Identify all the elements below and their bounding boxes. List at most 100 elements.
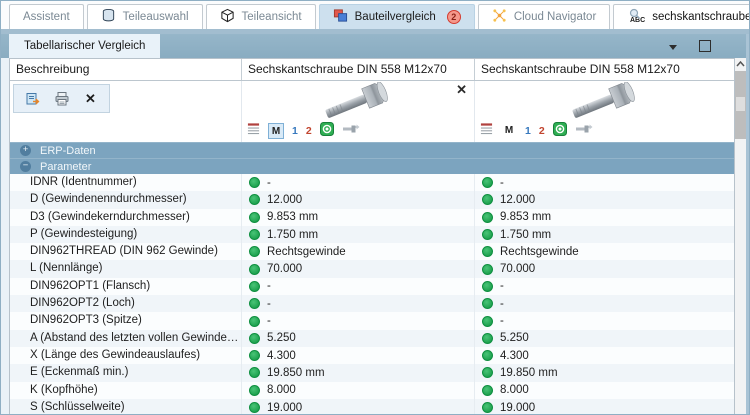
mode-1-button[interactable]: 1 bbox=[292, 125, 298, 137]
table-row[interactable]: A (Abstand des letzten vollen Gewindegan… bbox=[10, 329, 734, 347]
part-column-header-2[interactable]: Sechskantschraube DIN 558 M12x70 bbox=[475, 59, 734, 80]
compare-count-badge: 2 bbox=[446, 10, 461, 24]
grid-view-icon[interactable] bbox=[247, 122, 260, 140]
row-value: 8.000 bbox=[267, 384, 296, 397]
row-value: 19.000 bbox=[267, 401, 303, 414]
row-value-cell-2: 19.850 mm bbox=[475, 364, 734, 381]
row-value: - bbox=[267, 280, 271, 293]
row-value: 19.000 bbox=[500, 401, 536, 414]
status-green-icon[interactable] bbox=[319, 121, 334, 141]
description-column-header[interactable]: Beschreibung bbox=[10, 59, 242, 80]
status-ok-icon bbox=[482, 298, 493, 310]
tab-label: Assistent bbox=[23, 11, 70, 23]
row-label: D3 (Gewindekerndurchmesser) bbox=[10, 208, 242, 226]
table-row[interactable]: L (Nennlänge) 70.000 70.000 bbox=[10, 260, 734, 278]
network-icon bbox=[492, 8, 507, 26]
open-part-icon[interactable] bbox=[342, 122, 360, 140]
status-ok-icon bbox=[249, 384, 260, 396]
table-row[interactable]: E (Eckenmaß min.) 19.850 mm 19.850 mm bbox=[10, 364, 734, 382]
chevron-down-icon[interactable] bbox=[669, 45, 677, 50]
table-row[interactable]: P (Gewindesteigung) 1.750 mm 1.750 mm bbox=[10, 225, 734, 244]
grid-view-icon[interactable] bbox=[480, 122, 493, 140]
row-value-cell-2: 12.000 bbox=[475, 191, 734, 208]
row-value-cell-2: 1.750 mm bbox=[475, 226, 734, 243]
part-preview-cell-2 bbox=[475, 81, 734, 120]
collapse-icon[interactable]: − bbox=[20, 161, 31, 172]
status-ok-icon bbox=[482, 384, 493, 396]
row-value: 19.850 mm bbox=[500, 366, 558, 379]
status-ok-icon bbox=[249, 177, 260, 189]
tab-teileansicht[interactable]: Teileansicht bbox=[205, 4, 316, 29]
row-value-cell-1: - bbox=[242, 312, 475, 330]
status-green-icon[interactable] bbox=[552, 121, 567, 141]
section-parameter[interactable]: − Parameter bbox=[10, 158, 734, 174]
tab-teileauswahl[interactable]: Teileauswahl bbox=[86, 4, 203, 29]
mode-m-button[interactable]: M bbox=[268, 123, 284, 139]
main-tab-bar: Assistent Teileauswahl Teileansicht Baut… bbox=[1, 1, 749, 29]
tab-label: sechskantschrauben bbox=[652, 11, 750, 23]
row-label: DIN962OPT3 (Spitze) bbox=[10, 312, 242, 330]
column-toolbar-2: M 1 2 bbox=[475, 120, 734, 142]
table-row[interactable]: K (Kopfhöhe) 8.000 8.000 bbox=[10, 381, 734, 399]
tab-sechskantschrauben[interactable]: ABC sechskantschrauben bbox=[613, 4, 750, 29]
status-ok-icon bbox=[482, 229, 493, 241]
row-value-cell-1: 1.750 mm bbox=[242, 225, 475, 244]
row-value-cell-1: 70.000 bbox=[242, 260, 475, 278]
row-value-cell-1: - bbox=[242, 277, 475, 296]
expand-icon[interactable]: + bbox=[20, 145, 31, 156]
row-value-cell-1: 19.000 bbox=[242, 398, 475, 414]
row-value: 19.850 mm bbox=[267, 366, 325, 379]
section-erp-daten[interactable]: + ERP-Daten bbox=[10, 142, 734, 158]
export-icon[interactable] bbox=[24, 90, 41, 107]
status-ok-icon bbox=[249, 315, 260, 327]
table-row[interactable]: D3 (Gewindekerndurchmesser) 9.853 mm 9.8… bbox=[10, 208, 734, 226]
scroll-up-icon[interactable] bbox=[735, 58, 746, 70]
vertical-scrollbar[interactable] bbox=[735, 58, 746, 414]
row-value-cell-1: 9.853 mm bbox=[242, 208, 475, 226]
open-part-icon[interactable] bbox=[575, 122, 593, 140]
maximize-icon[interactable] bbox=[699, 40, 711, 52]
status-ok-icon bbox=[249, 229, 260, 241]
preview-row: ✕ bbox=[10, 81, 734, 120]
mode-1-button[interactable]: 1 bbox=[525, 125, 531, 137]
row-value-cell-2: 4.300 bbox=[475, 347, 734, 364]
status-ok-icon bbox=[249, 332, 260, 344]
row-label: P (Gewindesteigung) bbox=[10, 225, 242, 244]
row-label: K (Kopfhöhe) bbox=[10, 381, 242, 399]
tab-cloud-navigator[interactable]: Cloud Navigator bbox=[477, 4, 611, 29]
table-row[interactable]: S (Schlüsselweite) 19.000 19.000 bbox=[10, 398, 734, 414]
mode-2-button[interactable]: 2 bbox=[305, 125, 312, 137]
close-comparison-icon[interactable]: ✕ bbox=[85, 90, 96, 106]
print-icon[interactable] bbox=[53, 90, 70, 107]
table-row[interactable]: DIN962OPT3 (Spitze) - - bbox=[10, 312, 734, 330]
row-value-cell-1: - bbox=[242, 295, 475, 313]
row-value: 5.250 bbox=[500, 332, 529, 345]
row-label: DIN962OPT1 (Flansch) bbox=[10, 277, 242, 296]
part-column-header-1[interactable]: Sechskantschraube DIN 558 M12x70 bbox=[242, 59, 475, 80]
table-row[interactable]: DIN962THREAD (DIN 962 Gewinde) Rechtsgew… bbox=[10, 243, 734, 261]
remove-part-icon[interactable]: ✕ bbox=[456, 82, 467, 97]
status-ok-icon bbox=[482, 332, 493, 344]
row-value-cell-2: 9.853 mm bbox=[475, 209, 734, 226]
row-value: - bbox=[500, 280, 504, 293]
table-row[interactable]: DIN962OPT1 (Flansch) - - bbox=[10, 277, 734, 296]
row-value: 5.250 bbox=[267, 332, 296, 345]
compare-parts-icon bbox=[333, 8, 348, 26]
scrollbar-thumb[interactable] bbox=[735, 71, 746, 139]
status-ok-icon bbox=[482, 280, 493, 292]
mode-2-button[interactable]: 2 bbox=[538, 125, 545, 137]
row-value-cell-2: 70.000 bbox=[475, 260, 734, 277]
tab-bauteilvergleich[interactable]: Bauteilvergleich 2 bbox=[318, 4, 475, 29]
row-value-cell-2: 8.000 bbox=[475, 382, 734, 399]
mode-m-button[interactable]: M bbox=[504, 125, 514, 136]
table-row[interactable]: X (Länge des Gewindeauslaufes) 4.300 4.3… bbox=[10, 346, 734, 365]
row-value: 4.300 bbox=[267, 349, 296, 362]
tab-assistent[interactable]: Assistent bbox=[9, 4, 84, 29]
tab-tabellarischer-vergleich[interactable]: Tabellarischer Vergleich bbox=[9, 34, 161, 58]
table-row[interactable]: IDNR (Identnummer) - - bbox=[10, 174, 734, 192]
table-row[interactable]: DIN962OPT2 (Loch) - - bbox=[10, 295, 734, 313]
table-row[interactable]: D (Gewindenenndurchmesser) 12.000 12.000 bbox=[10, 191, 734, 209]
row-value: 9.853 mm bbox=[267, 211, 319, 224]
row-value-cell-1: 8.000 bbox=[242, 381, 475, 399]
comparison-table: Beschreibung Sechskantschraube DIN 558 M… bbox=[9, 58, 735, 414]
